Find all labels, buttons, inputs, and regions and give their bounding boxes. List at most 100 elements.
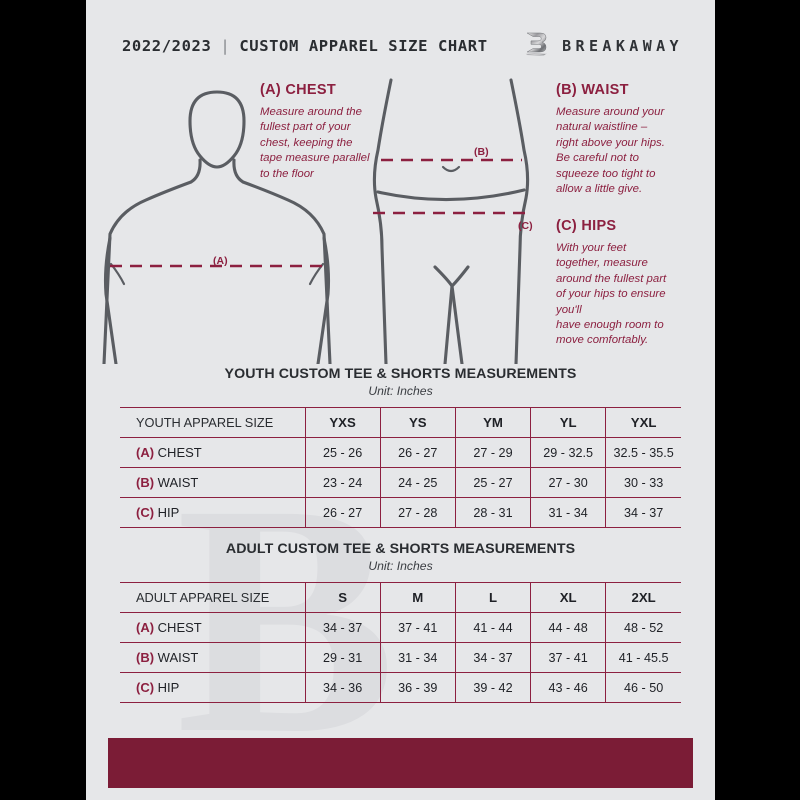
cell: 37 - 41 — [530, 642, 606, 673]
adult-measurements-section: ADULT CUSTOM TEE & SHORTS MEASUREMENTS U… — [86, 541, 715, 703]
table-row: (C) HIP 26 - 27 27 - 28 28 - 31 31 - 34 … — [120, 497, 681, 528]
row-name: CHEST — [157, 620, 202, 635]
cell: 24 - 25 — [379, 467, 456, 498]
row-tag: (B) — [136, 475, 155, 490]
youth-size-table: YOUTH APPAREL SIZE YXS YS YM YL YXL (A) … — [120, 407, 681, 528]
cell: 34 - 36 — [304, 672, 381, 703]
adult-size-table: ADULT APPAREL SIZE S M L XL 2XL (A) CHES… — [120, 582, 681, 703]
brand-wordmark: BREAKAWAY — [562, 37, 683, 55]
callout-hips: (C) HIPS With your feet together, measur… — [556, 218, 704, 349]
cell: 34 - 37 — [454, 642, 531, 673]
footer-accent-bar — [108, 738, 693, 788]
adult-row-hip-label: (C) HIP — [120, 672, 305, 703]
adult-size-s: S — [304, 582, 381, 613]
callout-waist-body: Measure around your natural waistline – … — [556, 106, 665, 195]
adult-size-2xl: 2XL — [605, 582, 681, 613]
row-tag: (B) — [136, 650, 155, 665]
cell: 31 - 34 — [379, 642, 456, 673]
row-name: HIP — [157, 505, 180, 520]
adult-table-unit: Unit: Inches — [368, 559, 433, 573]
table-row: (B) WAIST 23 - 24 24 - 25 25 - 27 27 - 3… — [120, 467, 681, 498]
cell: 23 - 24 — [304, 467, 381, 498]
cell: 30 - 33 — [605, 467, 681, 498]
cell: 26 - 27 — [304, 497, 381, 528]
row-tag: (C) — [136, 505, 155, 520]
adult-size-m: M — [379, 582, 456, 613]
youth-size-yl: YL — [530, 407, 606, 438]
header-separator: | — [220, 37, 231, 55]
row-name: WAIST — [157, 650, 199, 665]
table-row: (B) WAIST 29 - 31 31 - 34 34 - 37 37 - 4… — [120, 642, 681, 673]
row-tag: (C) — [136, 680, 155, 695]
adult-row-chest-label: (A) CHEST — [120, 612, 305, 643]
page-header: 2022/2023 | CUSTOM APPAREL SIZE CHART — [86, 28, 715, 64]
table-header-row: ADULT APPAREL SIZE S M L XL 2XL — [120, 582, 681, 613]
youth-row-hip-label: (C) HIP — [120, 497, 305, 528]
cell: 25 - 26 — [304, 437, 381, 468]
youth-size-yxs: YXS — [304, 407, 381, 438]
youth-measurements-section: YOUTH CUSTOM TEE & SHORTS MEASUREMENTS U… — [86, 366, 715, 528]
cell: 28 - 31 — [454, 497, 531, 528]
hip-marker-label: (C) — [518, 220, 533, 232]
header-title-group: 2022/2023 | CUSTOM APPAREL SIZE CHART — [122, 37, 488, 55]
youth-size-label: YOUTH APPAREL SIZE — [120, 407, 305, 438]
cell: 29 - 31 — [304, 642, 381, 673]
page-title: CUSTOM APPAREL SIZE CHART — [239, 37, 488, 55]
cell: 27 - 30 — [530, 467, 606, 498]
cell: 39 - 42 — [454, 672, 531, 703]
callout-chest-heading: (A) CHEST — [260, 82, 336, 98]
waist-marker-label: (B) — [474, 146, 489, 158]
adult-size-l: L — [454, 582, 531, 613]
cell: 37 - 41 — [379, 612, 456, 643]
adult-row-waist-label: (B) WAIST — [120, 642, 305, 673]
callout-hips-body: With your feet together, measure around … — [556, 242, 667, 347]
table-row: (C) HIP 34 - 36 36 - 39 39 - 42 43 - 46 … — [120, 672, 681, 703]
youth-table-unit: Unit: Inches — [368, 384, 433, 398]
table-row: (A) CHEST 34 - 37 37 - 41 41 - 44 44 - 4… — [120, 612, 681, 643]
table-header-row: YOUTH APPAREL SIZE YXS YS YM YL YXL — [120, 407, 681, 438]
row-tag: (A) — [136, 620, 155, 635]
cell: 27 - 28 — [379, 497, 456, 528]
table-row: (A) CHEST 25 - 26 26 - 27 27 - 29 29 - 3… — [120, 437, 681, 468]
cell: 31 - 34 — [530, 497, 606, 528]
youth-size-yxl: YXL — [605, 407, 681, 438]
row-name: CHEST — [157, 445, 202, 460]
cell: 36 - 39 — [379, 672, 456, 703]
cell: 32.5 - 35.5 — [605, 437, 681, 468]
callout-waist: (B) WAIST Measure around your natural wa… — [556, 82, 701, 197]
upper-body-figure-icon — [102, 78, 530, 364]
youth-size-ym: YM — [454, 407, 531, 438]
cell: 43 - 46 — [530, 672, 606, 703]
measurement-illustration: (A) (B) (C) (A) CHEST Measure around the… — [86, 72, 715, 364]
adult-size-label: ADULT APPAREL SIZE — [120, 582, 305, 613]
cell: 25 - 27 — [454, 467, 531, 498]
callout-waist-heading: (B) WAIST — [556, 82, 629, 98]
callout-chest: (A) CHEST Measure around the fullest par… — [260, 82, 410, 182]
breakaway-b-logo-icon — [521, 29, 551, 64]
cell: 26 - 27 — [379, 437, 456, 468]
youth-size-ys: YS — [379, 407, 456, 438]
callout-hips-heading: (C) HIPS — [556, 218, 617, 234]
cell: 41 - 44 — [454, 612, 531, 643]
size-chart-page: B 2022/2023 | CUSTOM APPAREL SIZE CHART — [86, 0, 715, 800]
row-name: WAIST — [157, 475, 199, 490]
chest-marker-label: (A) — [213, 255, 228, 267]
cell: 46 - 50 — [605, 672, 681, 703]
cell: 48 - 52 — [605, 612, 681, 643]
youth-table-title: YOUTH CUSTOM TEE & SHORTS MEASUREMENTS — [224, 366, 577, 382]
callout-chest-body: Measure around the fullest part of your … — [260, 106, 370, 180]
cell: 34 - 37 — [304, 612, 381, 643]
brand-group: BREAKAWAY — [521, 29, 683, 64]
youth-row-chest-label: (A) CHEST — [120, 437, 305, 468]
lower-body-figure-icon — [372, 78, 530, 364]
cell: 44 - 48 — [530, 612, 606, 643]
row-tag: (A) — [136, 445, 155, 460]
cell: 41 - 45.5 — [605, 642, 681, 673]
cell: 27 - 29 — [454, 437, 531, 468]
adult-table-title: ADULT CUSTOM TEE & SHORTS MEASUREMENTS — [225, 541, 576, 557]
cell: 29 - 32.5 — [530, 437, 606, 468]
row-name: HIP — [157, 680, 180, 695]
cell: 34 - 37 — [605, 497, 681, 528]
season-label: 2022/2023 — [122, 37, 212, 55]
